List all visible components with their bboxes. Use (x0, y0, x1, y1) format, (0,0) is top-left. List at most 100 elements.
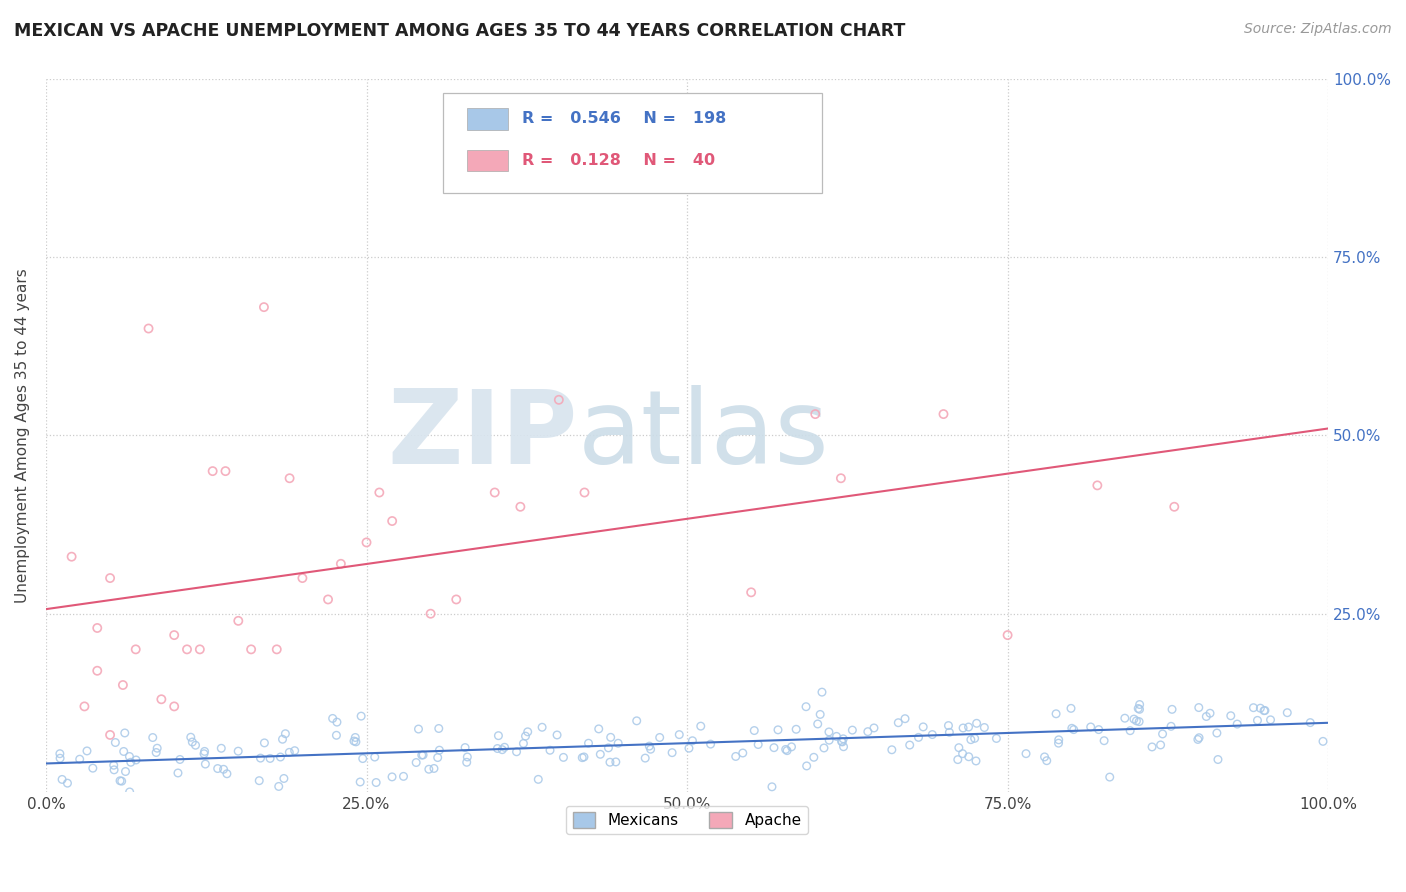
Point (193, 747, 215, 761)
Point (830, 471, 852, 485)
Point (527, 772, 550, 787)
Point (98, 728, 121, 742)
Point (405, 756, 427, 770)
Point (571, 750, 593, 764)
Point (484, 485, 506, 500)
Point (349, 775, 371, 789)
Point (411, 748, 433, 763)
Point (952, 747, 974, 761)
Point (142, 731, 165, 745)
Point (803, 750, 825, 764)
Point (856, 724, 879, 739)
Point (176, 642, 198, 657)
Point (125, 753, 148, 767)
Point (249, 751, 271, 765)
Point (1128, 714, 1150, 729)
Point (103, 758, 125, 772)
Point (1206, 726, 1229, 740)
Point (813, 741, 835, 756)
Point (634, 751, 657, 765)
Point (880, 743, 903, 757)
Point (599, 731, 621, 745)
Point (76, 744, 98, 758)
Point (145, 746, 167, 760)
Point (1125, 714, 1147, 728)
Point (118, 785, 141, 799)
Point (1114, 711, 1136, 725)
Point (114, 726, 136, 740)
Point (69, 752, 91, 766)
Point (938, 718, 960, 732)
Point (352, 751, 374, 765)
Point (796, 759, 818, 773)
Point (316, 592, 339, 607)
Point (818, 725, 841, 739)
Text: ZIP: ZIP (388, 385, 578, 486)
Point (1047, 736, 1070, 750)
Point (907, 731, 929, 745)
Point (589, 747, 612, 762)
Point (209, 741, 232, 756)
Point (1035, 754, 1057, 768)
Point (201, 464, 224, 478)
Point (986, 731, 1008, 746)
Point (368, 485, 391, 500)
Point (626, 714, 648, 728)
Point (1253, 704, 1275, 718)
Point (531, 720, 554, 734)
Point (766, 723, 789, 737)
Point (1188, 731, 1211, 745)
Point (1119, 723, 1142, 738)
Point (668, 728, 690, 742)
Point (1243, 700, 1265, 714)
Point (325, 728, 347, 742)
Point (804, 407, 827, 421)
Point (259, 751, 281, 765)
Point (547, 392, 569, 407)
Point (247, 773, 270, 788)
Point (832, 739, 855, 754)
Point (678, 741, 700, 756)
Point (488, 729, 510, 743)
Point (271, 732, 294, 747)
Point (1299, 715, 1322, 730)
FancyBboxPatch shape (467, 150, 508, 171)
Point (356, 535, 378, 549)
Point (966, 716, 988, 731)
Point (1140, 739, 1163, 754)
Point (111, 678, 134, 692)
Point (454, 740, 477, 755)
Point (780, 739, 803, 754)
Point (599, 756, 621, 770)
Point (1098, 770, 1121, 784)
Point (274, 727, 297, 741)
Point (150, 692, 173, 706)
Point (724, 749, 747, 764)
Point (118, 749, 141, 764)
Point (120, 756, 142, 770)
Point (329, 557, 352, 571)
Point (648, 731, 671, 745)
Point (831, 734, 853, 748)
Point (1160, 719, 1182, 733)
Point (366, 775, 388, 789)
Point (1195, 709, 1218, 723)
Point (408, 722, 430, 736)
Point (1080, 720, 1102, 734)
Point (921, 727, 943, 741)
Point (82, 761, 104, 775)
Point (747, 738, 769, 752)
Point (103, 763, 125, 777)
Point (574, 485, 596, 500)
Point (1128, 702, 1150, 716)
Point (825, 730, 848, 744)
Point (108, 773, 131, 788)
Text: atlas: atlas (578, 385, 830, 486)
Point (699, 737, 721, 751)
Point (1087, 723, 1109, 737)
Point (960, 732, 983, 747)
Point (344, 731, 367, 745)
Point (578, 736, 600, 750)
Point (291, 571, 314, 585)
Point (412, 747, 434, 762)
